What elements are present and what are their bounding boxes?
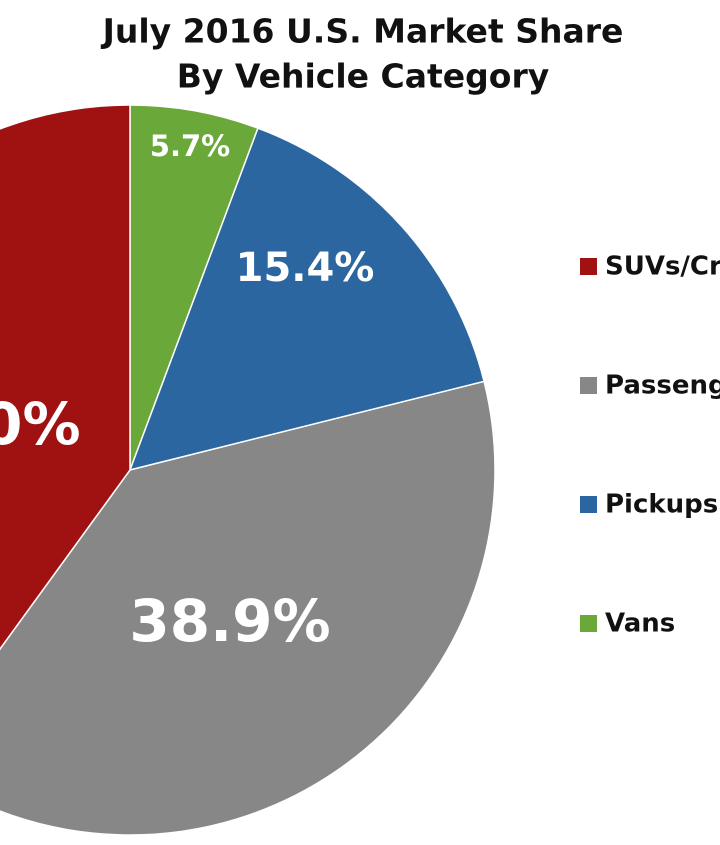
legend-swatch xyxy=(580,496,597,513)
pie-slice xyxy=(0,104,131,651)
pie-slice xyxy=(0,380,496,836)
pie: 40.0% 38.9% 15.4% 5.7% xyxy=(0,104,496,836)
pie-slice xyxy=(129,104,259,471)
legend-swatch xyxy=(580,258,597,275)
legend-label: SUVs/Crossovers xyxy=(605,252,720,282)
chart-title: By Vehicle Category xyxy=(177,57,550,96)
legend-swatch xyxy=(580,377,597,394)
legend-label: Passenger Cars xyxy=(605,371,720,401)
legend-label: Vans xyxy=(605,609,675,639)
pie-slice xyxy=(128,127,486,472)
legend-swatch xyxy=(580,615,597,632)
chart-title: July 2016 U.S. Market Share xyxy=(101,12,624,51)
legend-label: Pickups xyxy=(605,490,718,520)
data-label: 15.4% xyxy=(236,245,375,291)
data-label: 40.0% xyxy=(0,390,81,458)
legend: SUVs/Crossovers Passenger Cars Pickups Vans xyxy=(580,252,720,639)
data-label: 5.7% xyxy=(150,129,230,163)
data-label: 38.9% xyxy=(129,587,330,655)
